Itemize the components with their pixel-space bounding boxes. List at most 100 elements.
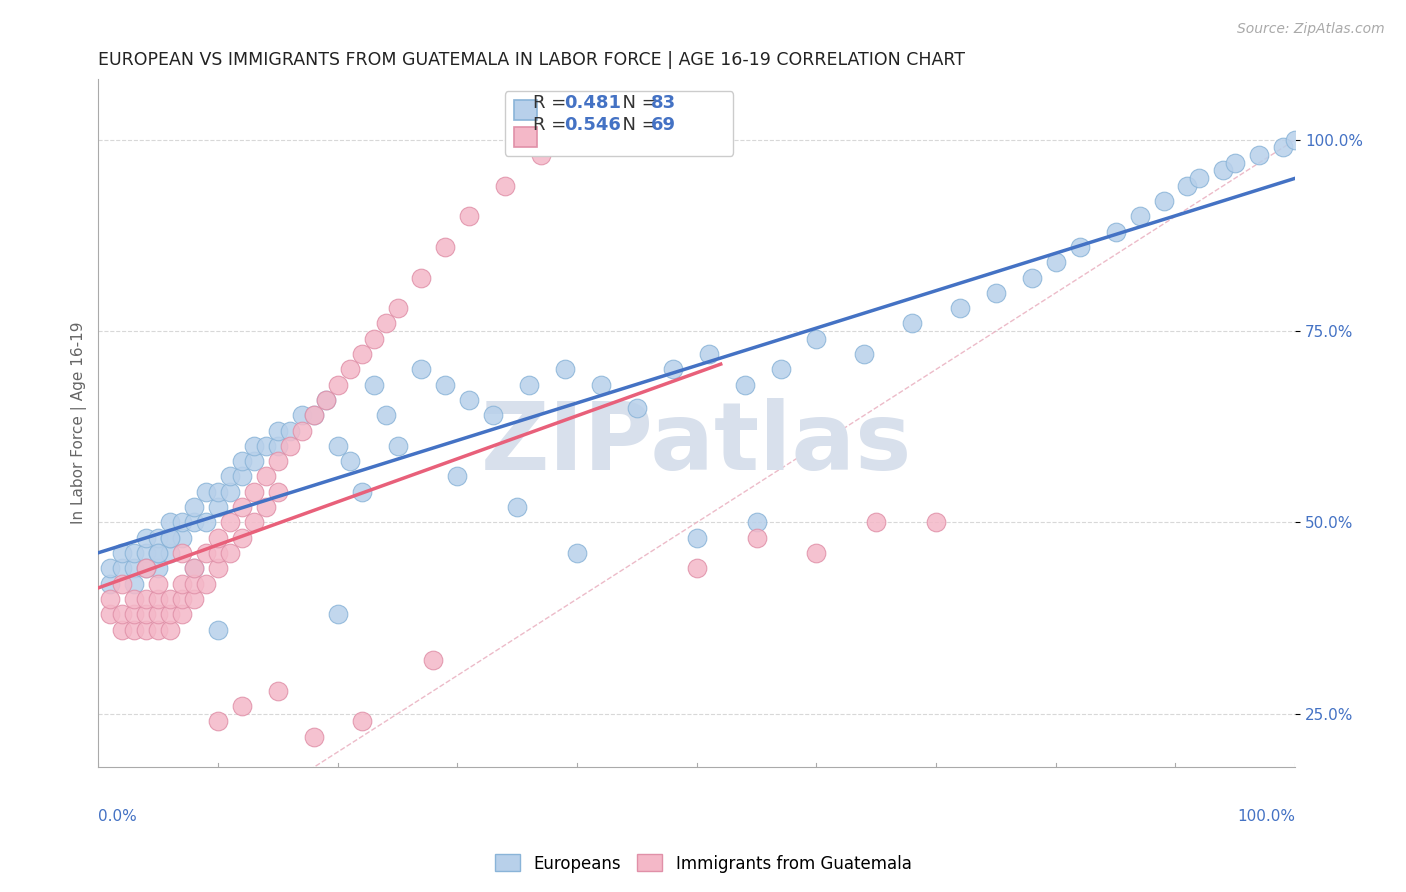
- Point: [219, 546, 242, 560]
- Point: [207, 484, 229, 499]
- Point: [98, 576, 121, 591]
- Point: [686, 561, 709, 575]
- Point: [122, 623, 145, 637]
- Point: [172, 607, 194, 622]
- Point: [853, 347, 876, 361]
- Text: EUROPEAN VS IMMIGRANTS FROM GUATEMALA IN LABOR FORCE | AGE 16-19 CORRELATION CHA: EUROPEAN VS IMMIGRANTS FROM GUATEMALA IN…: [98, 51, 966, 69]
- Point: [159, 516, 181, 530]
- Point: [806, 546, 828, 560]
- Point: [231, 454, 253, 468]
- Point: [267, 454, 290, 468]
- Text: 69: 69: [651, 116, 676, 134]
- Point: [1153, 194, 1175, 208]
- Point: [411, 270, 433, 285]
- Point: [434, 377, 457, 392]
- Point: [243, 439, 266, 453]
- Point: [315, 392, 337, 407]
- Point: [363, 377, 385, 392]
- Point: [769, 362, 792, 376]
- Point: [183, 576, 205, 591]
- Point: [207, 623, 229, 637]
- Point: [231, 500, 253, 514]
- Point: [458, 392, 481, 407]
- Point: [267, 424, 290, 438]
- Point: [1104, 225, 1126, 239]
- Point: [565, 133, 588, 147]
- Text: 100.0%: 100.0%: [1237, 808, 1295, 823]
- Point: [172, 546, 194, 560]
- Point: [122, 546, 145, 560]
- Point: [374, 409, 396, 423]
- Point: [901, 317, 924, 331]
- Point: [446, 469, 468, 483]
- Point: [122, 607, 145, 622]
- Point: [1284, 133, 1306, 147]
- Point: [172, 516, 194, 530]
- Point: [734, 377, 756, 392]
- Point: [254, 439, 277, 453]
- Point: [148, 607, 170, 622]
- Y-axis label: In Labor Force | Age 16-19: In Labor Force | Age 16-19: [72, 322, 87, 524]
- Point: [949, 301, 972, 315]
- Point: [243, 516, 266, 530]
- Point: [745, 516, 768, 530]
- Legend: Europeans, Immigrants from Guatemala: Europeans, Immigrants from Guatemala: [488, 847, 918, 880]
- Point: [111, 607, 134, 622]
- Text: N =: N =: [610, 94, 662, 112]
- Point: [326, 607, 349, 622]
- Point: [1045, 255, 1067, 269]
- Text: R =: R =: [533, 116, 572, 134]
- Point: [267, 439, 290, 453]
- Point: [291, 424, 314, 438]
- Point: [925, 516, 948, 530]
- Text: ZIPatlas: ZIPatlas: [481, 398, 912, 490]
- Point: [135, 546, 157, 560]
- Point: [183, 561, 205, 575]
- Point: [148, 546, 170, 560]
- Point: [374, 317, 396, 331]
- Point: [554, 362, 576, 376]
- Point: [98, 607, 121, 622]
- Point: [302, 409, 325, 423]
- Point: [231, 699, 253, 714]
- Point: [278, 424, 301, 438]
- Point: [148, 576, 170, 591]
- Point: [183, 591, 205, 606]
- Point: [231, 531, 253, 545]
- Point: [231, 469, 253, 483]
- Point: [363, 332, 385, 346]
- Point: [135, 561, 157, 575]
- Point: [207, 531, 229, 545]
- Point: [159, 591, 181, 606]
- Point: [148, 531, 170, 545]
- Point: [207, 714, 229, 729]
- Point: [339, 454, 361, 468]
- Point: [422, 653, 444, 667]
- Point: [159, 531, 181, 545]
- Point: [350, 714, 373, 729]
- Point: [172, 576, 194, 591]
- Point: [195, 516, 218, 530]
- Point: [1177, 178, 1199, 193]
- Point: [806, 332, 828, 346]
- Point: [135, 531, 157, 545]
- Point: [315, 392, 337, 407]
- Point: [254, 500, 277, 514]
- Text: 0.546: 0.546: [564, 116, 621, 134]
- Point: [326, 377, 349, 392]
- Point: [267, 484, 290, 499]
- Text: 83: 83: [651, 94, 676, 112]
- Point: [865, 516, 887, 530]
- Point: [243, 454, 266, 468]
- Point: [339, 362, 361, 376]
- Point: [517, 377, 540, 392]
- Point: [207, 500, 229, 514]
- Point: [159, 546, 181, 560]
- Point: [195, 546, 218, 560]
- Point: [1225, 155, 1247, 169]
- Point: [111, 561, 134, 575]
- Point: [135, 591, 157, 606]
- Point: [219, 484, 242, 499]
- Point: [387, 301, 409, 315]
- Point: [565, 546, 588, 560]
